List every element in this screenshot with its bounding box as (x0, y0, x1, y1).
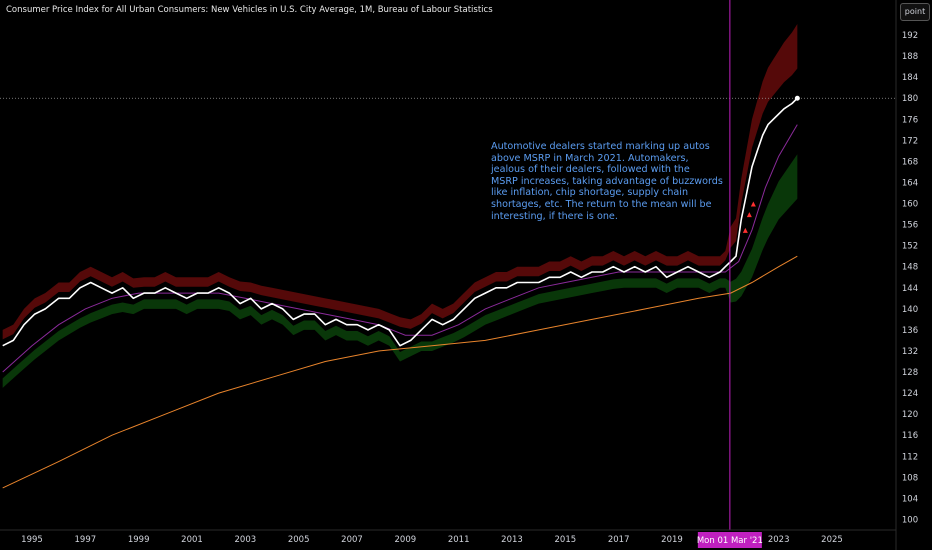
x-tick-label: 2009 (395, 535, 417, 545)
y-tick-label: 132 (902, 347, 918, 357)
y-tick-label: 120 (902, 410, 918, 420)
chart-annotation: Automotive dealers started marking up au… (491, 141, 731, 222)
x-tick-label: 2023 (768, 535, 790, 545)
x-tick-label: 2003 (235, 535, 257, 545)
annotation-line: jealous of their dealers, followed with … (491, 164, 690, 176)
x-tick-label: 2013 (501, 535, 523, 545)
y-tick-label: 172 (902, 136, 918, 146)
annotation-line: MSRP increases, taking advantage of buzz… (491, 175, 723, 187)
x-tick-label: 2015 (555, 535, 577, 545)
x-tick-label: 1999 (128, 535, 150, 545)
y-tick-label: 180 (902, 94, 918, 104)
annotation-line: above MSRP in March 2021. Automakers, (491, 152, 689, 164)
annotation-line: interesting, if there is one. (491, 210, 618, 222)
price-line (2, 97, 798, 347)
date-marker-label: Mon 01 Mar '21 (697, 536, 763, 546)
annotation-line: like inflation, chip shortage, supply ch… (491, 187, 689, 199)
y-tick-label: 152 (902, 242, 918, 252)
y-tick-label: 100 (902, 515, 918, 525)
y-tick-label: 164 (902, 178, 918, 188)
y-tick-label: 124 (902, 389, 918, 399)
signal-arrow (750, 201, 756, 207)
x-tick-label: 2011 (448, 535, 470, 545)
date-marker-badge (697, 532, 762, 548)
scale-mode-button[interactable]: point (900, 3, 930, 21)
signal-arrow (746, 212, 752, 218)
y-tick-label: 160 (902, 200, 918, 210)
long-moving-average-line (2, 255, 798, 489)
y-tick-label: 140 (902, 305, 918, 315)
x-tick-label: 2019 (661, 535, 683, 545)
x-tick-label: 2007 (341, 535, 363, 545)
y-tick-label: 176 (902, 115, 918, 125)
last-price-dot (794, 95, 800, 101)
x-tick-label: 2017 (608, 535, 630, 545)
y-tick-label: 136 (902, 326, 918, 336)
y-tick-label: 184 (902, 73, 918, 83)
y-tick-label: 188 (902, 52, 918, 62)
y-tick-label: 156 (902, 221, 918, 231)
annotation-line: Automotive dealers started marking up au… (491, 141, 710, 152)
x-tick-label: 2001 (181, 535, 203, 545)
x-tick-label: 1997 (75, 535, 97, 545)
y-tick-label: 168 (902, 157, 918, 167)
chart-title: Consumer Price Index for All Urban Consu… (6, 5, 493, 15)
y-tick-label: 108 (902, 473, 918, 483)
annotation-line: shortages, etc. The return to the mean w… (491, 198, 712, 210)
y-tick-label: 104 (902, 494, 918, 504)
y-tick-label: 116 (902, 431, 918, 441)
y-tick-label: 148 (902, 263, 918, 273)
upper-band (2, 24, 798, 340)
y-tick-label: 144 (902, 284, 918, 294)
y-tick-label: 192 (902, 31, 918, 41)
signal-arrow (742, 227, 748, 233)
x-tick-label: 1995 (21, 535, 43, 545)
y-tick-label: 128 (902, 368, 918, 378)
x-tick-label: 2005 (288, 535, 310, 545)
y-tick-label: 112 (902, 452, 918, 462)
x-tick-label: 2025 (821, 535, 843, 545)
